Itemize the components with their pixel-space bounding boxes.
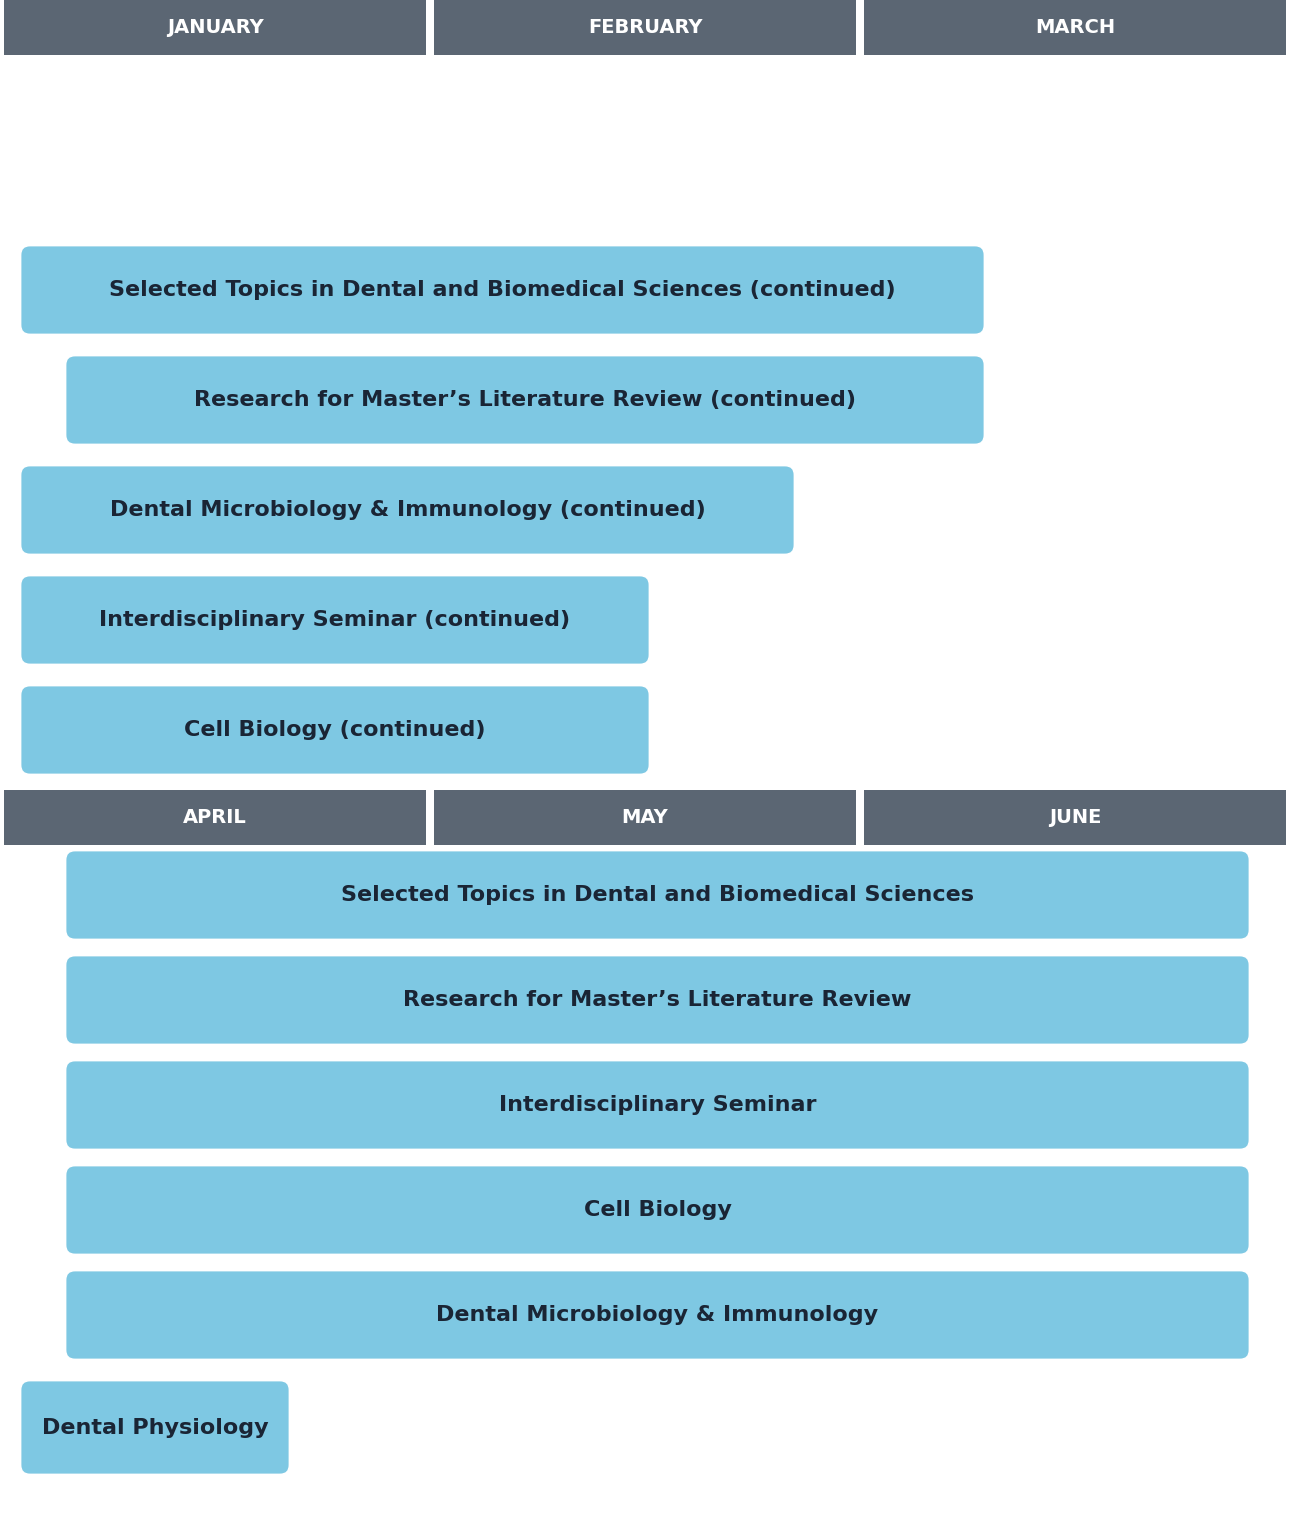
FancyBboxPatch shape <box>864 789 1286 844</box>
Text: Research for Master’s Literature Review: Research for Master’s Literature Review <box>404 991 912 1010</box>
FancyBboxPatch shape <box>64 355 986 445</box>
Text: Research for Master’s Literature Review (continued): Research for Master’s Literature Review … <box>194 390 857 410</box>
Text: Cell Biology: Cell Biology <box>583 1199 731 1221</box>
FancyBboxPatch shape <box>21 575 650 664</box>
Text: Dental Physiology: Dental Physiology <box>41 1417 268 1437</box>
FancyBboxPatch shape <box>864 0 1286 55</box>
Text: JUNE: JUNE <box>1049 808 1102 828</box>
Text: Interdisciplinary Seminar (continued): Interdisciplinary Seminar (continued) <box>99 610 570 629</box>
Text: JANUARY: JANUARY <box>166 18 263 37</box>
Text: Dental Microbiology & Immunology (continued): Dental Microbiology & Immunology (contin… <box>110 500 706 520</box>
Text: Dental Microbiology & Immunology: Dental Microbiology & Immunology <box>436 1305 878 1324</box>
Text: MAY: MAY <box>622 808 668 828</box>
FancyBboxPatch shape <box>21 245 986 335</box>
Text: MARCH: MARCH <box>1035 18 1115 37</box>
FancyBboxPatch shape <box>64 1164 1250 1254</box>
FancyBboxPatch shape <box>21 465 795 555</box>
Text: Selected Topics in Dental and Biomedical Sciences (continued): Selected Topics in Dental and Biomedical… <box>110 280 895 300</box>
FancyBboxPatch shape <box>64 1269 1250 1359</box>
Text: Interdisciplinary Seminar: Interdisciplinary Seminar <box>499 1096 817 1116</box>
Text: APRIL: APRIL <box>183 808 246 828</box>
FancyBboxPatch shape <box>4 0 426 55</box>
FancyBboxPatch shape <box>64 850 1250 940</box>
FancyBboxPatch shape <box>21 684 650 776</box>
Text: Selected Topics in Dental and Biomedical Sciences: Selected Topics in Dental and Biomedical… <box>341 885 974 905</box>
FancyBboxPatch shape <box>21 1381 290 1475</box>
FancyBboxPatch shape <box>64 956 1250 1045</box>
Text: FEBRUARY: FEBRUARY <box>588 18 702 37</box>
FancyBboxPatch shape <box>433 789 857 844</box>
FancyBboxPatch shape <box>4 789 426 844</box>
FancyBboxPatch shape <box>433 0 857 55</box>
FancyBboxPatch shape <box>64 1061 1250 1151</box>
Text: Cell Biology (continued): Cell Biology (continued) <box>184 719 486 741</box>
